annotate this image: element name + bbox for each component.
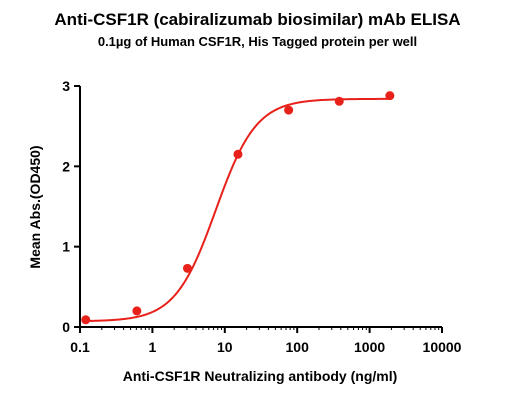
data-point — [132, 306, 142, 316]
axes: 0 1 2 3 0.1 1 10 100 1000 10000 — [62, 78, 461, 355]
chart-title: Anti-CSF1R (cabiralizumab biosimilar) mA… — [54, 10, 461, 29]
x-tick-label: 0.1 — [70, 339, 90, 355]
x-axis-label: Anti-CSF1R Neutralizing antibody (ng/ml) — [123, 368, 398, 384]
x-tick-label: 10 — [217, 339, 233, 355]
x-tick-label: 10000 — [423, 339, 462, 355]
data-point — [334, 96, 344, 106]
chart-subtitle: 0.1µg of Human CSF1R, His Tagged protein… — [97, 34, 418, 49]
y-axis-label: Mean Abs.(OD450) — [27, 145, 43, 268]
y-tick-label: 0 — [62, 319, 70, 335]
data-point — [233, 149, 243, 159]
data-point — [284, 105, 294, 115]
x-tick-label: 100 — [286, 339, 310, 355]
y-tick-label: 3 — [62, 78, 70, 94]
data-point — [81, 315, 91, 325]
data-points-layer — [81, 91, 395, 325]
data-point — [385, 91, 395, 101]
x-tick-label: 1000 — [354, 339, 385, 355]
y-tick-label: 2 — [62, 158, 70, 174]
fit-curve-layer — [85, 97, 390, 323]
x-tick-label: 1 — [149, 339, 157, 355]
fit-curve — [85, 97, 390, 323]
y-tick-label: 1 — [62, 239, 70, 255]
data-point — [182, 263, 192, 273]
